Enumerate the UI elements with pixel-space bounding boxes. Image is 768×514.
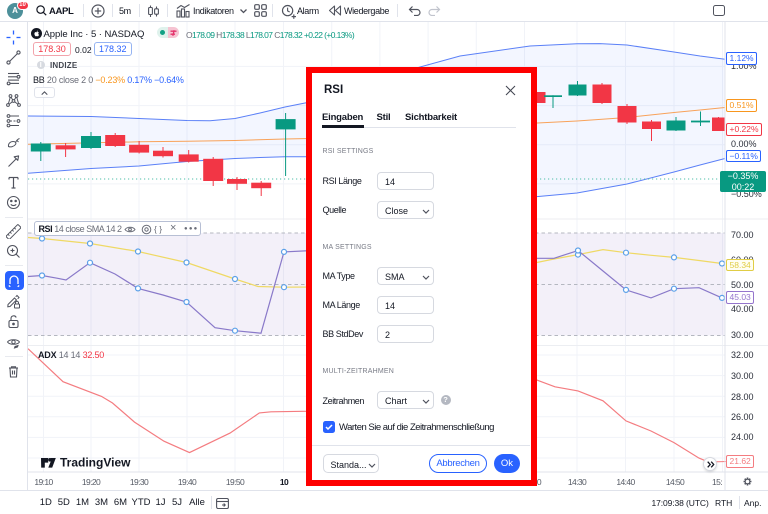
svg-text:TradingView: TradingView (60, 456, 131, 470)
